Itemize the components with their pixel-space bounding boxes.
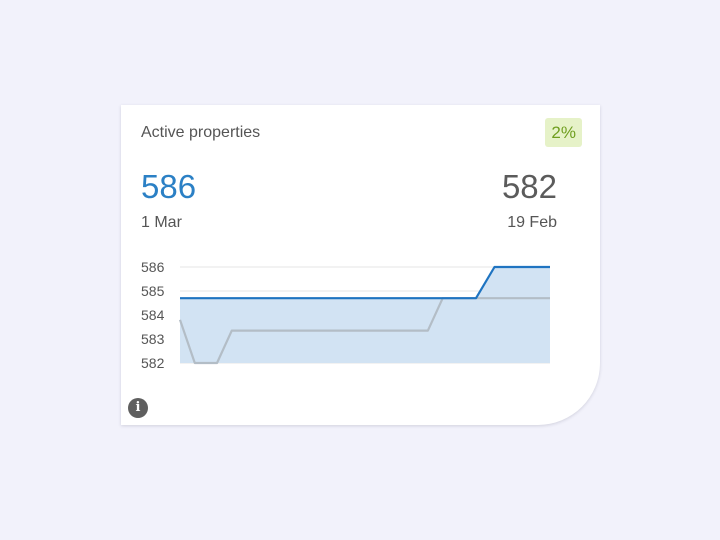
- current-date: 1 Mar: [141, 214, 182, 231]
- current-value: 586: [141, 168, 197, 205]
- card-title: Active properties: [141, 124, 261, 141]
- y-tick-label-584: 584: [141, 307, 165, 323]
- previous-date: 19 Feb: [507, 214, 557, 231]
- y-tick-label-586: 586: [141, 259, 165, 275]
- previous-value: 582: [501, 168, 557, 205]
- active-properties-card: Active properties 2% 586 582 1 Mar 19 Fe…: [121, 105, 600, 425]
- y-tick-label-585: 585: [141, 283, 165, 299]
- current-series-line: [180, 265, 550, 300]
- current-series-area: [180, 267, 550, 363]
- y-tick-label-583: 583: [141, 331, 165, 347]
- trend-chart: 586 585 584 583 582: [141, 259, 550, 371]
- info-icon[interactable]: i: [128, 398, 148, 418]
- change-badge: 2%: [545, 118, 582, 147]
- y-tick-label-582: 582: [141, 355, 165, 371]
